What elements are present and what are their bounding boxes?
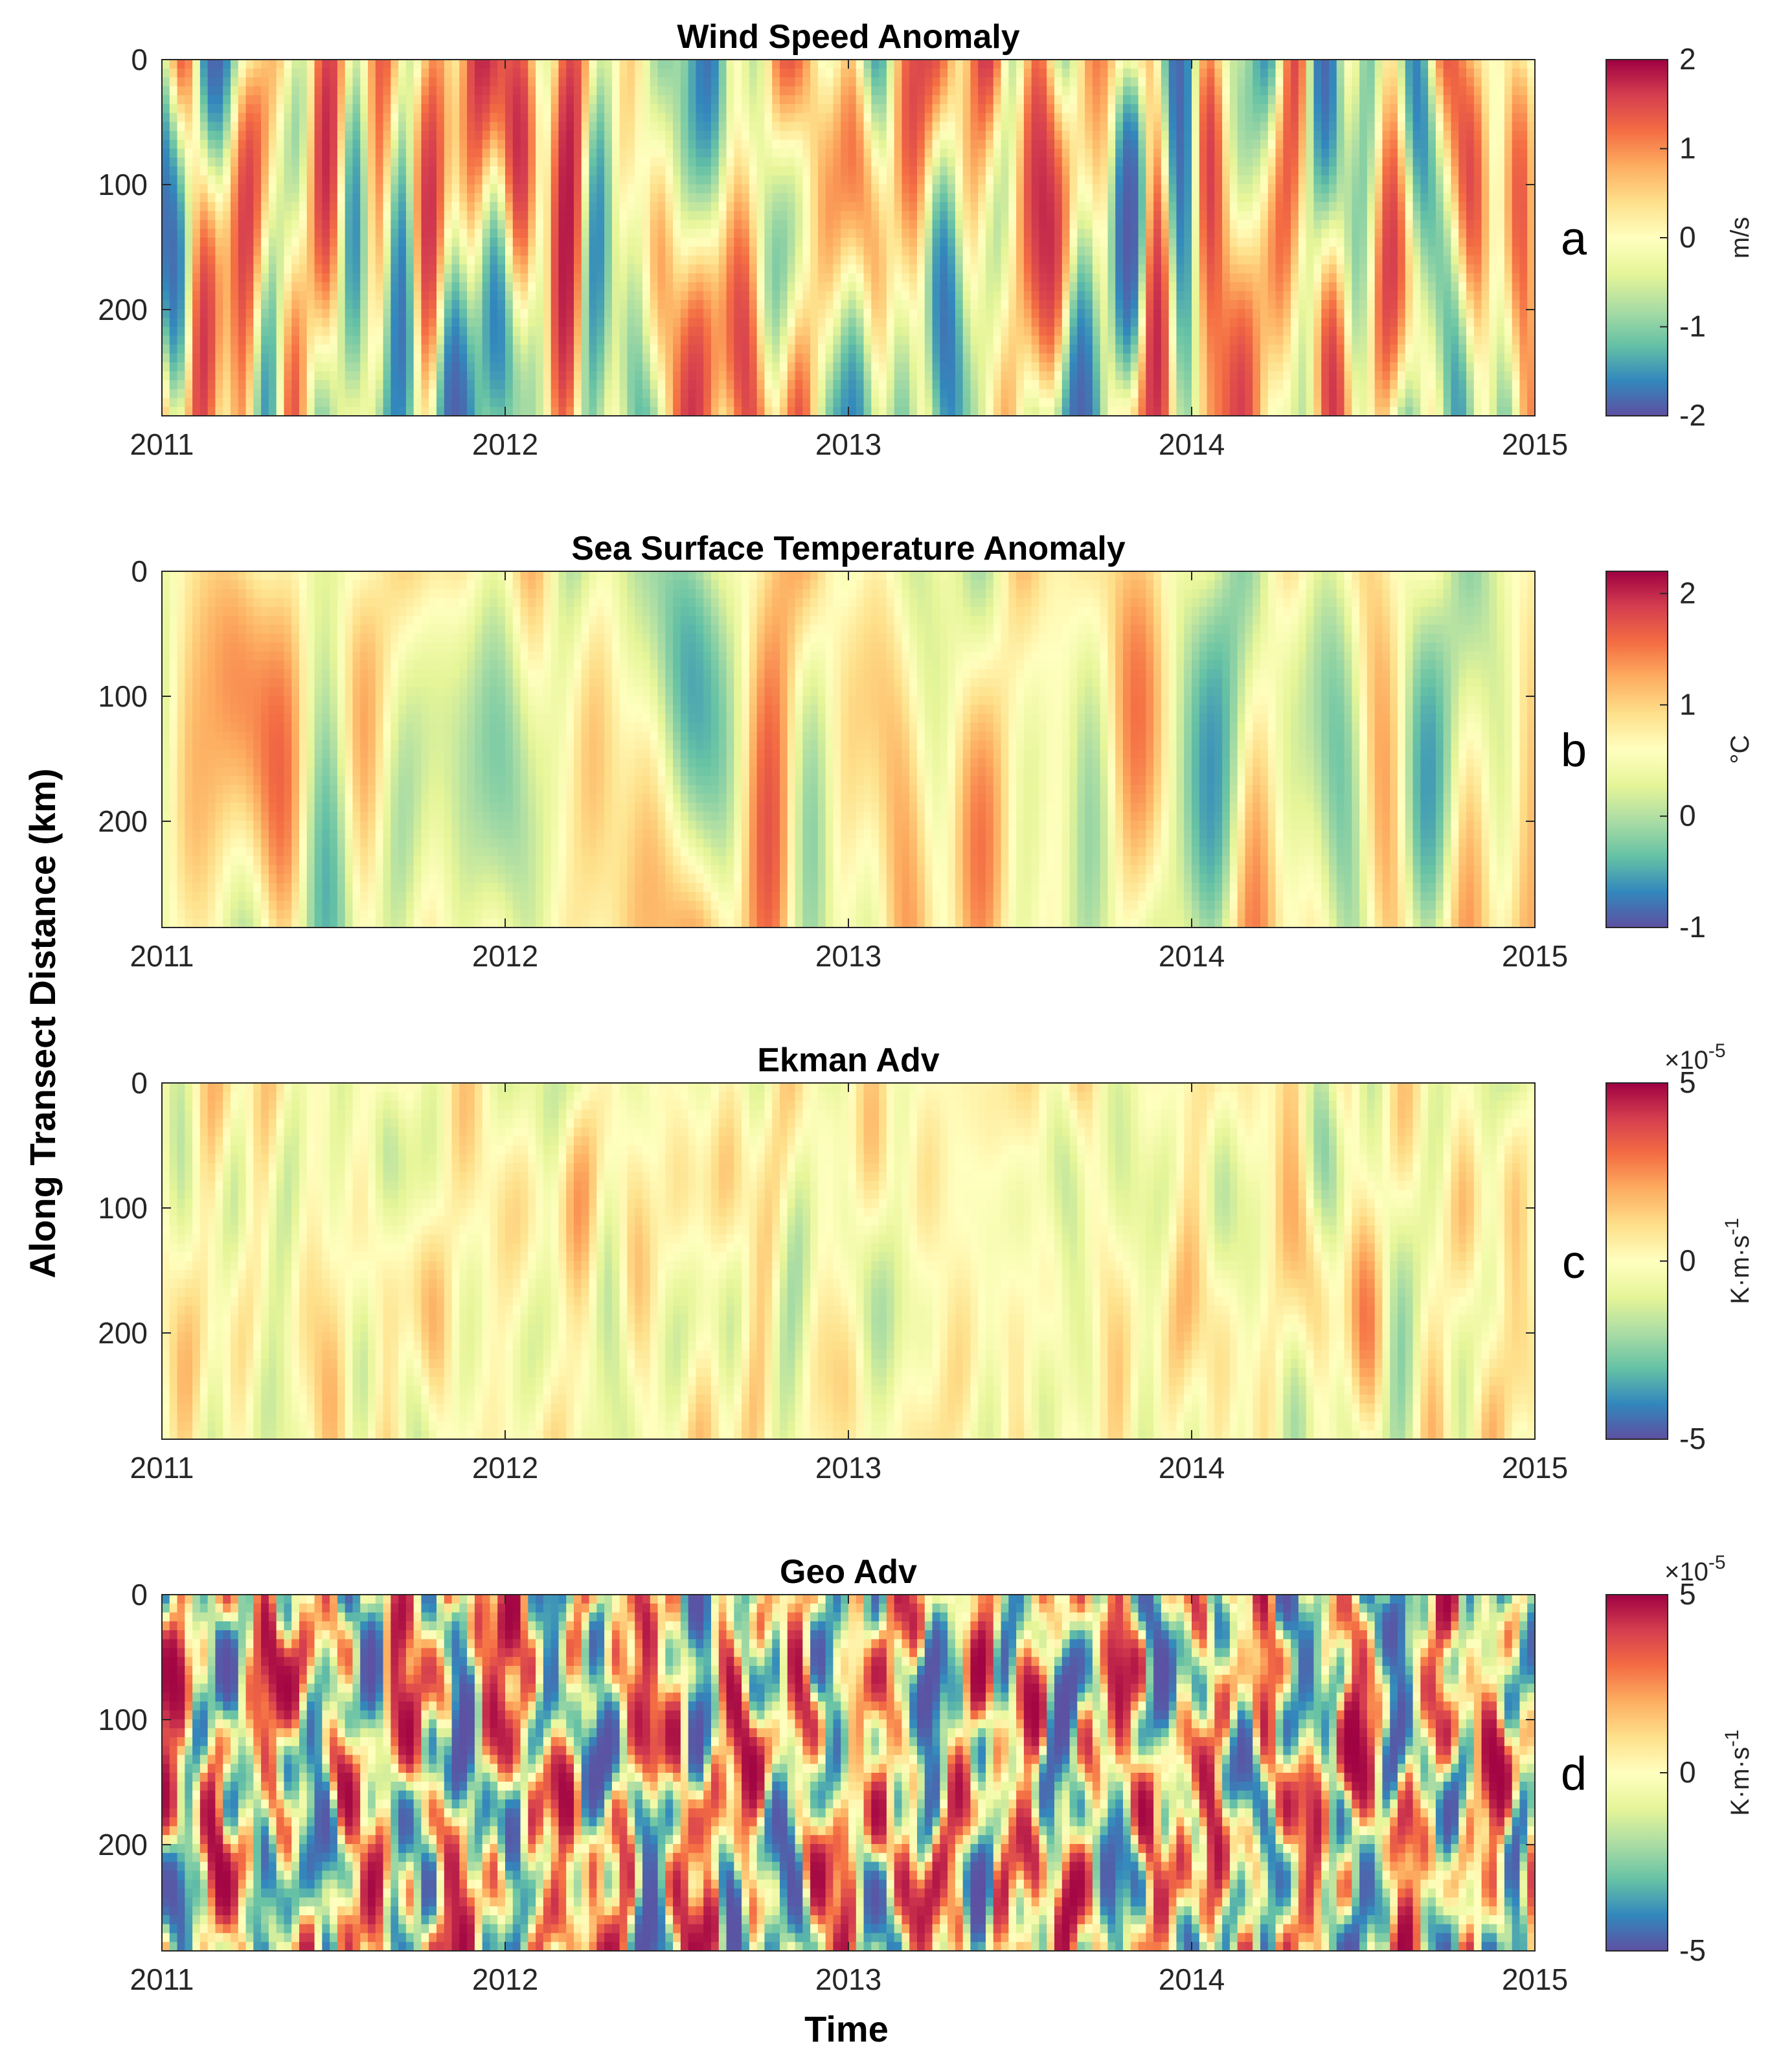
panel-b-x-tick-label: 2013	[815, 939, 881, 973]
panel-c-colorbar	[1605, 1082, 1668, 1440]
panel-c: Ekman Adv 2011 2012 2013 2014 2015 0 100 200 c 5 0 -…	[98, 1040, 1754, 1485]
panel-d-colorbar-tick-label: 5	[1679, 1577, 1696, 1611]
panel-b-x-tick-label: 2011	[130, 939, 194, 973]
panel-b-colorbar-tick-label: 1	[1679, 687, 1696, 721]
panel-d-colorbar-exponent-sup: -5	[1708, 1552, 1726, 1573]
panel-a-x-tick-label: 2015	[1502, 427, 1568, 461]
panel-a-colorbar-unit-text: m/s	[1726, 217, 1754, 258]
panel-c-x-tick-label: 2013	[815, 1451, 881, 1485]
panel-b-colorbar	[1605, 571, 1668, 928]
panel-c-letter: c	[1562, 1236, 1585, 1288]
panel-d-colorbar-tick-label: 0	[1679, 1755, 1696, 1789]
panel-b: Sea Surface Temperature Anomaly 2011 2012 2…	[98, 530, 1754, 973]
panel-b-colorbar-tick-label: 2	[1679, 576, 1696, 609]
panel-a-x-tick-label: 2012	[472, 427, 538, 461]
panel-c-colorbar-unit-sup: -1	[1721, 1218, 1743, 1235]
panel-d-x-tick-label: 2015	[1502, 1963, 1568, 1996]
panel-c-title: Ekman Adv	[757, 1042, 939, 1079]
panel-b-title: Sea Surface Temperature Anomaly	[571, 530, 1126, 567]
panel-c-x-tick-label: 2011	[130, 1451, 194, 1485]
panel-a-x-tick-label: 2011	[130, 427, 194, 461]
panel-b-letter: b	[1561, 725, 1587, 777]
panel-b-x-tick-label: 2012	[472, 939, 538, 973]
panel-d-y-tick-label: 200	[98, 1828, 148, 1861]
panel-a-heatmap	[162, 60, 1535, 416]
panel-b-y-tick-label: 100	[98, 679, 148, 713]
panel-c-colorbar-exponent: ×10-5	[1664, 1040, 1726, 1075]
panel-a-y-tick-label: 200	[98, 293, 148, 326]
y-axis-label: Along Transect Distance (km)	[22, 768, 63, 1278]
panel-b-colorbar-tick-label: 0	[1679, 799, 1696, 832]
panel-d-colorbar	[1605, 1594, 1668, 1952]
panel-a-y-tick-label: 100	[98, 168, 148, 201]
x-axis-label: Time	[804, 2009, 889, 2049]
panel-d-colorbar-unit: K·m·s-1	[1721, 1729, 1754, 1816]
panel-d: Geo Adv 2011 2012 2013 2014 2015 0 100 200 d 5 0 -5 K…	[98, 1552, 1754, 1996]
panel-d-title: Geo Adv	[780, 1553, 917, 1591]
panel-d-colorbar-unit-text: K·m·s	[1726, 1747, 1754, 1816]
panel-d-colorbar-tick-label: -5	[1679, 1933, 1706, 1967]
panel-d-letter: d	[1561, 1748, 1587, 1800]
panel-d-x-tick-label: 2012	[472, 1963, 538, 1996]
panel-d-x-tick-label: 2011	[130, 1963, 194, 1996]
panel-a-y-tick-label: 0	[131, 43, 148, 76]
panel-a-colorbar-tick-label: 0	[1679, 220, 1696, 254]
panel-c-colorbar-tick-label: -5	[1679, 1422, 1706, 1455]
panel-d-y-tick-label: 100	[98, 1703, 148, 1736]
panel-a-letter: a	[1561, 213, 1587, 265]
panel-a-x-tick-label: 2014	[1159, 427, 1225, 461]
panel-c-colorbar-tick-label: 5	[1679, 1065, 1696, 1099]
panel-a-title: Wind Speed Anomaly	[677, 18, 1019, 56]
panel-d-x-tick-label: 2013	[815, 1963, 881, 1996]
panel-c-heatmap	[162, 1083, 1535, 1439]
panel-d-heatmap	[162, 1595, 1535, 1951]
panel-c-colorbar-exponent-sup: -5	[1708, 1040, 1726, 1062]
panel-b-colorbar-tick-label: -1	[1679, 910, 1706, 944]
panel-b-x-tick-label: 2015	[1502, 939, 1568, 973]
panel-a-colorbar-tick-label: -1	[1679, 310, 1706, 343]
panel-b-colorbar-unit-text: °C	[1726, 735, 1754, 764]
panel-c-y-tick-label: 0	[131, 1066, 148, 1100]
panel-d-y-tick-label: 0	[131, 1578, 148, 1611]
panel-a-colorbar-tick-label: -2	[1679, 398, 1706, 432]
panel-c-y-tick-label: 200	[98, 1316, 148, 1350]
panel-c-colorbar-tick-label: 0	[1679, 1244, 1696, 1277]
panel-c-x-tick-label: 2012	[472, 1451, 538, 1485]
panel-a-colorbar-tick-label: 1	[1679, 131, 1696, 165]
panel-c-colorbar-unit: K·m·s-1	[1721, 1218, 1754, 1304]
panel-a-x-tick-label: 2013	[815, 427, 881, 461]
panel-c-x-tick-label: 2015	[1502, 1451, 1568, 1485]
panel-d-colorbar-unit-sup: -1	[1721, 1729, 1743, 1747]
panel-a: Wind Speed Anomaly 2011 2012 2013 2014 2015 0 1…	[98, 18, 1754, 461]
panel-b-y-tick-label: 200	[98, 804, 148, 838]
panel-c-colorbar-exponent-base: ×10	[1664, 1046, 1708, 1075]
panel-a-colorbar-unit: m/s	[1726, 217, 1754, 258]
panel-a-colorbar	[1605, 59, 1668, 416]
panel-c-y-tick-label: 100	[98, 1191, 148, 1225]
panel-c-x-tick-label: 2014	[1159, 1451, 1225, 1485]
panel-b-heatmap	[162, 571, 1535, 928]
panel-b-x-tick-label: 2014	[1159, 939, 1225, 973]
panel-b-colorbar-unit: °C	[1726, 735, 1754, 764]
panel-b-y-tick-label: 0	[131, 554, 148, 588]
panel-a-colorbar-tick-label: 2	[1679, 42, 1696, 76]
panel-d-x-tick-label: 2014	[1159, 1963, 1225, 1996]
panel-d-colorbar-exponent: ×10-5	[1664, 1552, 1726, 1586]
panel-c-colorbar-unit-text: K·m·s	[1726, 1235, 1754, 1304]
panel-d-colorbar-exponent-base: ×10	[1664, 1558, 1708, 1586]
